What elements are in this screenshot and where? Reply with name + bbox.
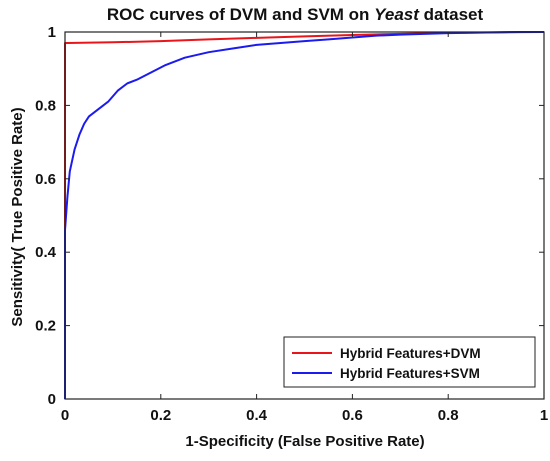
chart-title-part-3: dataset: [419, 5, 484, 24]
y-axis-label: Sensitivity( True Positive Rate): [9, 107, 26, 326]
x-tick-label: 0.2: [150, 407, 171, 424]
x-axis-label: 1-Specificity (False Positive Rate): [185, 433, 424, 450]
legend-label-dvm: Hybrid Features+DVM: [340, 346, 481, 361]
x-tick-label: 0.4: [246, 407, 268, 424]
y-tick-label: 1: [48, 24, 56, 41]
x-tick-label: 0.8: [438, 407, 459, 424]
legend-box: [283, 336, 536, 388]
legend-label-svm: Hybrid Features+SVM: [340, 366, 480, 381]
axes-box: [64, 31, 545, 400]
y-tick-label: 0.8: [35, 97, 56, 114]
chart-title-part-2: Yeast: [374, 5, 420, 24]
y-tick-label: 0: [48, 391, 56, 408]
x-tick-label: 1: [540, 407, 548, 424]
series-line-svm: [64, 31, 544, 399]
chart-title-part-1: ROC curves of DVM and SVM on: [107, 5, 374, 24]
y-tick-label: 0.4: [35, 244, 57, 261]
y-tick-label: 0.2: [35, 318, 56, 335]
ticks: 0 0.2 0.4 0.6 0.8 1 0 0.2 0.4 0.6 0.8 1: [35, 24, 548, 424]
y-tick-label: 0.6: [35, 171, 56, 188]
legend: Hybrid Features+DVM Hybrid Features+SVM: [283, 336, 536, 388]
x-tick-label: 0.6: [342, 407, 363, 424]
chart-title: ROC curves of DVM and SVM on Yeast datas…: [107, 5, 484, 24]
x-tick-label: 0: [61, 407, 69, 424]
axes-frame: [64, 31, 545, 400]
